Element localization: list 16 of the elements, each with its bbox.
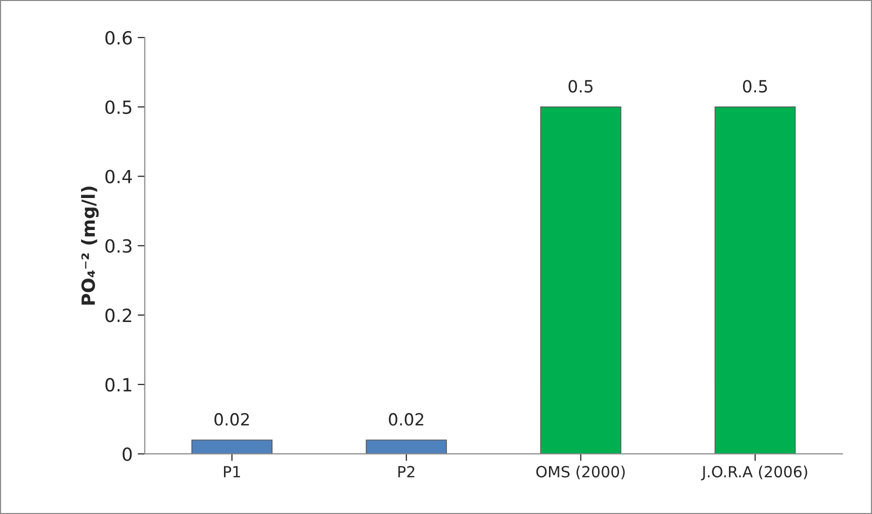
x-tick-label: OMS (2000) — [536, 466, 625, 480]
y-tick-label: 0.6 — [105, 30, 132, 45]
data-label: 0.5 — [568, 80, 593, 93]
data-label: 0.02 — [388, 413, 424, 426]
y-tick-label: 0.1 — [105, 378, 132, 392]
y-tick-label: 0.4 — [105, 170, 132, 184]
y-axis-title: PO₄⁻² (mg/l) — [81, 186, 99, 305]
data-label: 0.5 — [743, 80, 767, 93]
x-tick-label: P2 — [398, 466, 414, 478]
data-label: 0.02 — [214, 413, 249, 426]
y-tick-label: 0.3 — [105, 239, 132, 253]
y-tick-label: 0.2 — [105, 308, 132, 322]
x-tick-label: P1 — [224, 466, 240, 478]
x-tick-label: J.O.R.A (2006) — [701, 466, 808, 480]
y-tick-label: 0 — [122, 447, 132, 461]
y-tick-label: 0.5 — [105, 100, 132, 114]
